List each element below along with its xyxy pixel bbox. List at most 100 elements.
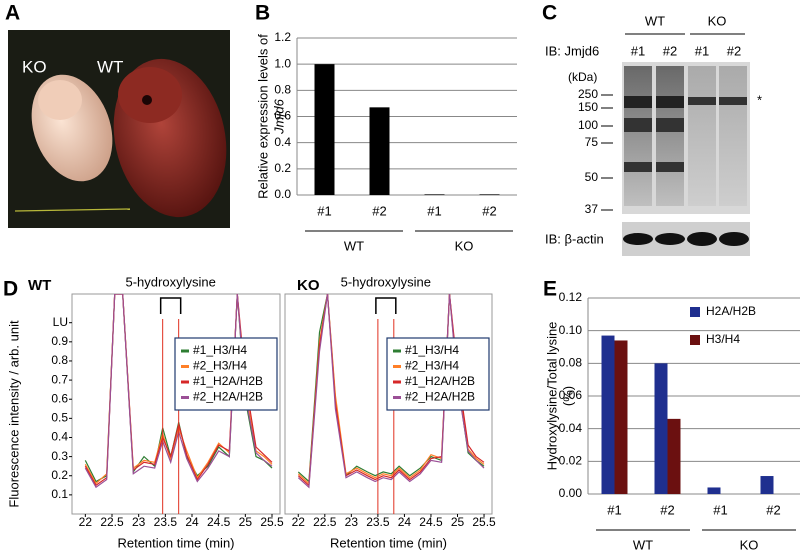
bracket (375, 297, 397, 314)
y-tick-label: 0.12 (559, 290, 583, 304)
x-tick-label: 23 (132, 515, 146, 529)
bar (424, 194, 445, 195)
y-tick-label: 0.06 (559, 388, 583, 402)
y-tick-label: 0.2 (274, 161, 291, 175)
y-tick-label: 0.08 (559, 356, 583, 370)
annotation: 5-hydroxylysine (126, 274, 216, 289)
panel-label: D (3, 278, 18, 301)
y-tick-label: 0.00 (559, 486, 583, 500)
blot-group: KO (708, 13, 727, 28)
y-axis-label: Hydroxylysine/Total lysine (544, 322, 559, 471)
legend-label: #2_H3/H4 (193, 359, 247, 373)
lane-label: #1 (695, 43, 709, 58)
y-tick-label: 0.7 (51, 372, 68, 386)
legend-swatch (690, 335, 700, 345)
legend-label: #1_H2A/H2B (405, 374, 475, 388)
legend-label: #2_H3/H4 (405, 359, 459, 373)
lane-label: #2 (727, 43, 741, 58)
y-tick-label: 0.3 (51, 449, 68, 463)
panel-label: E (543, 278, 557, 301)
antibody-label: IB: β-actin (545, 231, 604, 246)
x-tick-label: 24.5 (419, 515, 443, 529)
x-tick-label: 25.5 (260, 515, 284, 529)
x-tick-label: #2 (766, 502, 780, 517)
bracket (159, 297, 182, 314)
legend-label: #1_H2A/H2B (193, 374, 263, 388)
photo-label: WT (97, 57, 123, 76)
bar (614, 340, 628, 494)
y-tick-label: 0.0 (274, 187, 291, 201)
photo-label: KO (22, 57, 47, 76)
x-tick-label: #1 (607, 502, 621, 517)
x-tick-label: #1 (317, 203, 331, 218)
y-tick-label: 0.1 (51, 487, 68, 501)
y-tick-label: 0.9 (51, 334, 68, 348)
legend-label: #1_H3/H4 (193, 343, 247, 357)
y-tick-label: 0.04 (559, 421, 583, 435)
y-tick-label: 0.02 (559, 454, 583, 468)
legend-label: H3/H4 (706, 332, 740, 346)
unit-label: (kDa) (568, 70, 597, 84)
x-tick-label: 25 (239, 515, 253, 529)
legend-label: H2A/H2B (706, 304, 756, 318)
ladder-label: 37 (585, 202, 599, 216)
annotation: 5-hydroxylysine (341, 274, 431, 289)
y-axis-label: Relative expression levels of (255, 34, 270, 199)
bar (369, 107, 390, 195)
bar (760, 476, 774, 494)
bar (707, 487, 721, 494)
western-blot (622, 33, 750, 256)
plot-frame (71, 293, 281, 515)
ladder-label: 100 (578, 118, 598, 132)
embryo-photo (8, 30, 230, 228)
y-tick-label: 0.8 (51, 353, 68, 367)
bar (667, 418, 681, 494)
bar (601, 335, 615, 494)
panel-label: B (255, 2, 270, 25)
antibody-label: IB: Jmjd6 (545, 43, 599, 58)
x-tick-label: #2 (660, 502, 674, 517)
bar (654, 363, 668, 494)
x-tick-label: 23.5 (154, 515, 178, 529)
bar (479, 194, 500, 195)
y-tick-label: 0.2 (51, 468, 68, 482)
x-tick-label: #2 (482, 203, 496, 218)
y-axis-label: (%) (560, 386, 575, 406)
x-tick-label: 25 (451, 515, 465, 529)
x-axis-label: Retention time (min) (117, 535, 234, 550)
x-tick-label: 24 (398, 515, 412, 529)
legend-box (174, 337, 278, 411)
y-axis-label: Jmjd6 (271, 98, 286, 134)
legend-label: #1_H3/H4 (405, 343, 459, 357)
x-tick-label: 25.5 (472, 515, 496, 529)
ladder-label: 50 (585, 170, 599, 184)
x-tick-label: 23 (345, 515, 359, 529)
ladder-label: 75 (585, 135, 599, 149)
lane-label: #1 (631, 43, 645, 58)
x-tick-label: #1 (713, 502, 727, 517)
panel-label: A (5, 2, 20, 25)
x-tick-label: #1 (427, 203, 441, 218)
legend-swatch (690, 307, 700, 317)
panel-title: WT (28, 277, 51, 294)
legend-label: #2_H2A/H2B (193, 390, 263, 404)
y-tick-label: LU (53, 315, 68, 329)
lane-label: #2 (663, 43, 677, 58)
x-tick-label: 22.5 (313, 515, 337, 529)
x-tick-label: 24.5 (207, 515, 231, 529)
panel-title: KO (297, 277, 320, 294)
y-tick-label: 0.5 (51, 411, 68, 425)
legend-box (386, 337, 490, 411)
group-label: KO (455, 238, 474, 253)
group-label: WT (344, 238, 364, 253)
y-tick-label: 0.4 (274, 135, 291, 149)
blot-group: WT (645, 13, 665, 28)
x-tick-label: 24 (185, 515, 199, 529)
ladder-label: 250 (578, 87, 598, 101)
y-tick-label: 1.2 (274, 30, 291, 44)
x-tick-label: 22 (79, 515, 93, 529)
y-tick-label: 0.8 (274, 83, 291, 97)
y-axis-label: Fluorescence intensity / arb. unit (6, 320, 21, 508)
x-tick-label: 22.5 (100, 515, 124, 529)
